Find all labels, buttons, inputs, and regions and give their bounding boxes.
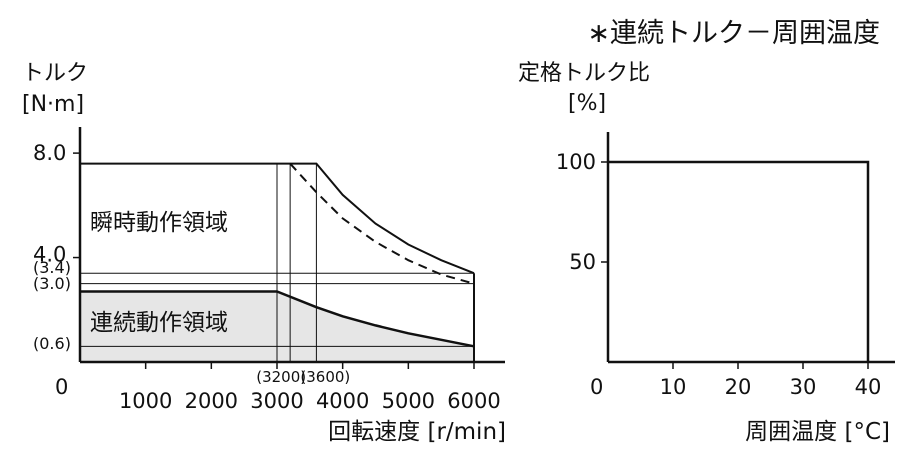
- continuous-boundary-line: [80, 290, 475, 348]
- y-ref-label-(3.4): (3.4): [33, 258, 71, 277]
- continuous-region-label: 連続動作領域: [90, 310, 228, 336]
- x-ref-label-(3600): (3600): [300, 368, 350, 386]
- x-tick-label-10: 10: [660, 375, 687, 399]
- rated-torque-ratio-line: [608, 160, 870, 362]
- origin-label: 0: [590, 375, 603, 399]
- x-ref-label-(3200): (3200): [256, 368, 306, 386]
- y-axis-unit: [N·m]: [22, 92, 84, 117]
- x-tick-label-6000: 6000: [447, 389, 500, 413]
- origin-label: 0: [55, 375, 68, 399]
- y-tick-label-50: 50: [569, 250, 596, 274]
- x-axis-title: 周囲温度 [°C]: [745, 419, 890, 445]
- x-tick-label-3000: 3000: [250, 389, 303, 413]
- y-tick-label-100: 100: [556, 150, 596, 174]
- chart-note: ∗連続トルク－周囲温度: [587, 18, 880, 49]
- tick-marks: [601, 161, 869, 369]
- x-tick-label-1000: 1000: [119, 389, 172, 413]
- x-tick-label-30: 30: [790, 375, 817, 399]
- y-axis-unit: [%]: [568, 91, 606, 116]
- tick-marks: [73, 152, 475, 369]
- instantaneous-boundary-dashed-line: [289, 162, 475, 285]
- y-ref-label-(0.6): (0.6): [33, 334, 71, 353]
- instantaneous-boundary-line: [80, 162, 475, 275]
- instantaneous-region-label: 瞬時動作領域: [90, 210, 228, 236]
- x-tick-label-4000: 4000: [316, 389, 369, 413]
- tick-labels: 1000 2000 3000 4000 5000 6000 8.0 4.0(3.4)(3.0)…: [33, 141, 501, 413]
- y-axis-title: トルク: [22, 61, 88, 86]
- temperature-derating-chart: 10 20 30 40 100 50 定格トルク比 [%] 周囲温度 [°C] 0: [518, 61, 895, 445]
- torque-speed-chart: 1000 2000 3000 4000 5000 6000 8.0 4.0(3.4)(3.0)…: [22, 61, 506, 445]
- x-tick-label-40: 40: [855, 375, 882, 399]
- x-axis-title: 回転速度 [r/min]: [328, 419, 506, 445]
- reference-guides: [80, 163, 474, 362]
- y-tick-label-8.0: 8.0: [33, 141, 66, 165]
- y-axis-title: 定格トルク比: [518, 61, 650, 86]
- x-tick-label-5000: 5000: [382, 389, 435, 413]
- x-tick-label-20: 20: [725, 375, 752, 399]
- y-tick-label-4.0: 4.0: [33, 243, 66, 267]
- y-ref-label-(3.0): (3.0): [33, 274, 71, 293]
- x-tick-label-2000: 2000: [185, 389, 238, 413]
- tick-labels: 10 20 30 40 100 50: [556, 150, 881, 399]
